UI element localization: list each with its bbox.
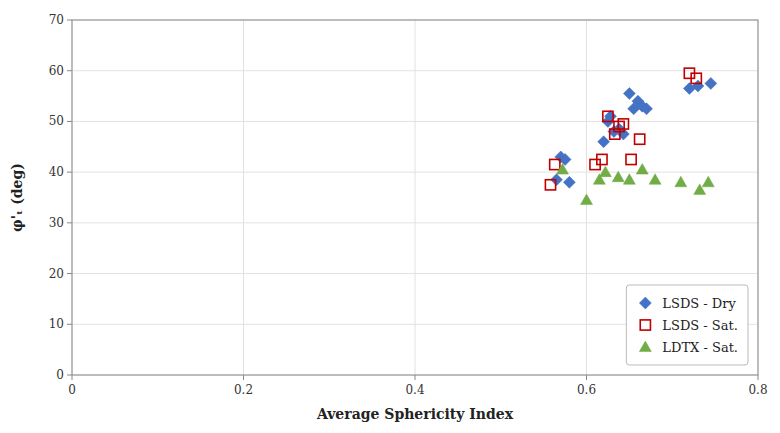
legend-marker bbox=[639, 297, 651, 309]
point bbox=[691, 73, 701, 83]
y-tick-label: 60 bbox=[49, 64, 64, 78]
x-tick-label: 0.8 bbox=[748, 383, 767, 397]
legend-label: LSDS - Dry bbox=[662, 296, 736, 311]
point bbox=[618, 119, 628, 129]
point bbox=[610, 129, 620, 139]
point bbox=[705, 77, 717, 89]
point bbox=[599, 166, 611, 177]
point bbox=[675, 176, 687, 187]
grid-line-y bbox=[72, 121, 758, 122]
point bbox=[623, 174, 635, 185]
grid-line-y bbox=[72, 273, 758, 274]
point bbox=[702, 176, 714, 187]
grid bbox=[72, 20, 758, 375]
series-1 bbox=[545, 68, 701, 190]
y-tick bbox=[67, 375, 72, 376]
y-tick bbox=[67, 70, 72, 71]
point bbox=[581, 194, 593, 205]
point bbox=[623, 88, 635, 100]
y-tick-label: 70 bbox=[49, 13, 64, 27]
y-tick-label: 40 bbox=[49, 165, 64, 179]
grid-line-y bbox=[72, 70, 758, 71]
y-tick-label: 0 bbox=[56, 368, 64, 382]
grid-line-y bbox=[72, 172, 758, 173]
series-2 bbox=[556, 164, 714, 205]
x-tick-label: 0.4 bbox=[405, 383, 424, 397]
x-tick bbox=[243, 375, 244, 380]
y-tick-label: 20 bbox=[49, 267, 64, 281]
x-tick bbox=[415, 375, 416, 380]
legend: LSDS - Dry LSDS - Sat. LDTX - Sat. bbox=[626, 285, 748, 365]
y-tick bbox=[67, 324, 72, 325]
y-tick bbox=[67, 273, 72, 274]
y-axis-label: φ'ₜ (deg) bbox=[9, 163, 25, 232]
y-tick-label: 10 bbox=[49, 317, 64, 331]
x-tick bbox=[72, 375, 73, 380]
point bbox=[597, 154, 607, 164]
legend-box bbox=[626, 285, 748, 365]
point bbox=[626, 154, 636, 164]
x-tick bbox=[758, 375, 759, 380]
y-tick bbox=[67, 121, 72, 122]
plot-frame bbox=[72, 20, 758, 375]
point bbox=[605, 110, 617, 122]
x-axis-label: Average Sphericity Index bbox=[316, 406, 514, 422]
x-tick-label: 0.2 bbox=[234, 383, 253, 397]
y-tick bbox=[67, 20, 72, 21]
legend-label: LSDS - Sat. bbox=[662, 318, 738, 333]
point bbox=[559, 153, 571, 165]
series-0 bbox=[550, 77, 716, 188]
legend-marker bbox=[639, 341, 651, 352]
axes: 0 0.2 0.4 0.6 0.8 0 10 20 30 40 50 60 70 bbox=[49, 13, 768, 397]
point bbox=[612, 171, 624, 182]
point bbox=[649, 174, 661, 185]
x-tick-label: 0.6 bbox=[577, 383, 596, 397]
point bbox=[545, 180, 555, 190]
legend-label: LDTX - Sat. bbox=[662, 340, 738, 355]
y-tick-label: 30 bbox=[49, 216, 64, 230]
point bbox=[603, 111, 613, 121]
x-tick bbox=[586, 375, 587, 380]
point bbox=[641, 103, 653, 115]
y-tick-label: 50 bbox=[49, 114, 64, 128]
point bbox=[563, 176, 575, 188]
point bbox=[635, 134, 645, 144]
y-tick bbox=[67, 172, 72, 173]
chart: 0 0.2 0.4 0.6 0.8 0 10 20 30 40 50 60 70 Average Sphe… bbox=[0, 0, 780, 433]
y-tick bbox=[67, 222, 72, 223]
legend-marker bbox=[640, 320, 650, 330]
plot-area bbox=[72, 20, 758, 375]
grid-line-x bbox=[415, 20, 416, 375]
point bbox=[636, 164, 648, 175]
grid-line-x bbox=[243, 20, 244, 375]
point bbox=[598, 136, 610, 148]
point bbox=[550, 159, 560, 169]
grid-line-y bbox=[72, 222, 758, 223]
point bbox=[556, 164, 568, 175]
point bbox=[692, 80, 704, 92]
points bbox=[545, 68, 716, 204]
point bbox=[614, 121, 624, 131]
x-tick-label: 0 bbox=[68, 383, 76, 397]
